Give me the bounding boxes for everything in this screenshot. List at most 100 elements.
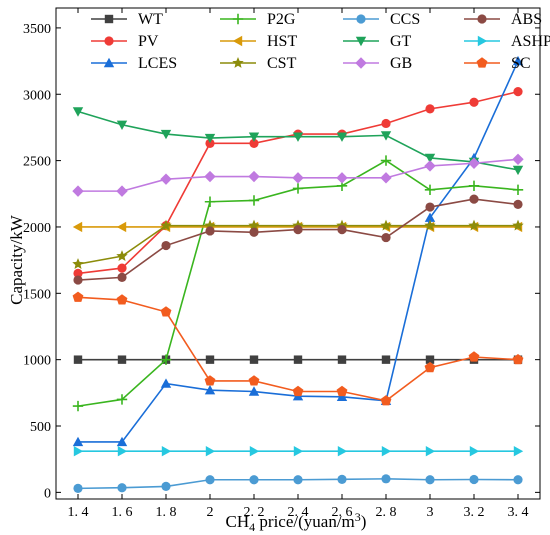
data-point-sc (336, 385, 348, 397)
data-point-gt (380, 131, 392, 141)
data-point-gb (292, 172, 304, 184)
data-point-abs (117, 272, 127, 282)
data-point-ccs (337, 474, 347, 484)
legend-item-sc: SC (464, 55, 531, 72)
y-tick-label: 3000 (23, 88, 51, 103)
data-point-sc (380, 395, 392, 406)
data-point-lces (116, 436, 128, 447)
data-point-ashp (293, 446, 304, 457)
data-point-ashp (469, 446, 480, 457)
data-point-cst (468, 219, 480, 231)
data-point-hst (72, 221, 83, 233)
data-point-lces (160, 378, 172, 388)
legend-label-abs: ABS (511, 11, 542, 28)
data-point-gb (468, 157, 480, 169)
legend-label-hst: HST (267, 33, 297, 50)
data-point-cst (116, 250, 128, 262)
series-line-sc (77, 296, 519, 402)
data-point-cst (380, 219, 392, 231)
plot-series (72, 55, 524, 493)
data-point-pv (117, 263, 127, 273)
legend-item-hst: HST (220, 33, 297, 50)
legend-label-ashp: ASHP (511, 33, 550, 50)
data-point-pv (249, 138, 259, 148)
data-point-gt (248, 132, 260, 142)
legend-marker-gb (355, 57, 367, 69)
series-ccs (73, 474, 523, 493)
legend-label-gt: GT (390, 33, 412, 50)
data-point-ccs (513, 475, 523, 485)
data-point-abs (205, 226, 215, 236)
y-tick-label: 500 (30, 420, 51, 435)
y-tick-label: 2000 (23, 221, 51, 236)
data-point-gt (336, 132, 348, 142)
series-lces (72, 55, 524, 447)
data-point-lces (204, 384, 216, 395)
legend-marker-lces (103, 57, 115, 68)
data-point-ccs (249, 475, 259, 485)
data-point-p2g (160, 354, 172, 365)
data-point-p2g (204, 196, 216, 207)
data-point-pv (513, 87, 523, 97)
legend-item-p2g: P2G (220, 11, 296, 28)
data-point-sc (424, 361, 436, 373)
data-point-ccs (73, 483, 83, 493)
data-point-p2g (424, 184, 436, 196)
data-point-pv (205, 138, 215, 148)
data-point-sc (204, 375, 216, 386)
series-sc (72, 291, 524, 406)
data-point-p2g (72, 400, 84, 412)
data-point-cst (248, 219, 260, 231)
x-tick-label: 1. 8 (156, 505, 177, 520)
series-gt (72, 107, 524, 176)
data-point-sc (248, 375, 260, 386)
x-axis-title: CH4 price/(yuan/m3) (226, 510, 367, 534)
data-point-abs (337, 225, 347, 235)
legend-label-cst: CST (267, 55, 297, 72)
data-point-gb (248, 170, 260, 183)
x-tick-label: 2. 6 (332, 505, 353, 520)
series-abs (73, 194, 523, 285)
data-point-sc (292, 385, 304, 397)
data-point-gb (512, 153, 524, 165)
legend-label-lces: LCES (138, 55, 177, 72)
legend-marker-wt (104, 14, 114, 24)
y-tick-label: 1000 (23, 354, 51, 369)
data-point-wt (337, 355, 347, 364)
data-point-abs (249, 227, 259, 237)
series-ashp (73, 446, 524, 457)
data-point-abs (425, 202, 435, 212)
data-point-sc (160, 306, 172, 317)
data-point-gb (160, 173, 172, 185)
data-point-sc (72, 291, 84, 302)
series-wt (73, 355, 523, 364)
legend-marker-p2g (232, 13, 244, 25)
data-point-abs (381, 232, 391, 243)
legend-item-ccs: CCS (343, 11, 420, 28)
data-point-ccs (293, 475, 303, 485)
data-point-lces (424, 212, 436, 222)
data-point-pv (469, 97, 479, 107)
legend-label-wt: WT (138, 11, 163, 28)
legend-item-cst: CST (220, 55, 297, 72)
data-point-sc (116, 294, 128, 305)
series-line-p2g (77, 159, 519, 407)
data-point-ashp (425, 446, 436, 457)
data-point-wt (117, 355, 127, 364)
x-tick-label: 2 (207, 505, 214, 520)
series-p2g (72, 155, 524, 412)
data-point-abs (469, 194, 479, 204)
data-point-ashp (117, 446, 128, 457)
data-point-ccs (469, 474, 479, 485)
y-tick-label: 2500 (23, 155, 51, 170)
data-point-sc (468, 351, 480, 362)
data-point-gt (160, 129, 172, 140)
data-point-ashp (205, 446, 216, 457)
data-point-gt (204, 133, 216, 144)
plot-frame (55, 7, 541, 500)
data-point-pv (381, 118, 391, 129)
axes: 0 500 1000 1500 2000 2500 3000 3500 1. 4 1. 6 1. 8… (23, 7, 541, 520)
legend-marker-ashp (477, 35, 488, 47)
series-line-lces (78, 60, 519, 443)
data-point-p2g (380, 155, 392, 166)
